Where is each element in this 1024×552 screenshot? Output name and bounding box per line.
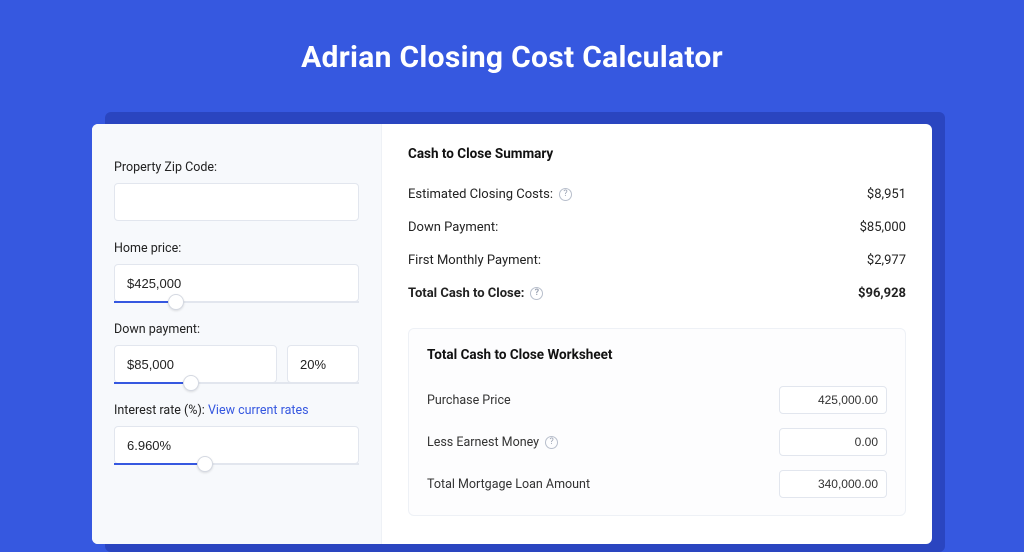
- down-payment-label: Down payment:: [114, 322, 359, 337]
- summary-row-value: $96,928: [858, 286, 906, 301]
- help-icon[interactable]: ?: [530, 287, 543, 300]
- summary-row-value: $8,951: [867, 187, 906, 202]
- zip-input[interactable]: [114, 183, 359, 221]
- worksheet-card: Total Cash to Close Worksheet Purchase P…: [408, 328, 906, 516]
- worksheet-row-input[interactable]: [779, 386, 887, 414]
- worksheet-row-label: Less Earnest Money?: [427, 435, 558, 450]
- summary-row: First Monthly Payment: $2,977: [408, 244, 906, 277]
- summary-row-label: First Monthly Payment:: [408, 253, 541, 268]
- slider-fill: [114, 301, 168, 303]
- slider-fill: [114, 382, 183, 384]
- worksheet-row-label-text: Total Mortgage Loan Amount: [427, 477, 590, 492]
- summary-row-label: Total Cash to Close:?: [408, 286, 543, 301]
- summary-row-label-text: Down Payment:: [408, 220, 498, 235]
- calculator-card: Property Zip Code: Home price: Down paym…: [92, 124, 932, 544]
- down-payment-pct-input[interactable]: [287, 345, 359, 383]
- view-rates-link[interactable]: View current rates: [208, 403, 309, 418]
- home-price-field: Home price:: [114, 241, 359, 302]
- worksheet-rows: Purchase Price Less Earnest Money? Total M…: [427, 379, 887, 505]
- zip-field: Property Zip Code:: [114, 160, 359, 221]
- worksheet-row: Total Mortgage Loan Amount: [427, 463, 887, 505]
- help-icon[interactable]: ?: [559, 188, 572, 201]
- down-payment-field: Down payment:: [114, 322, 359, 383]
- slider-thumb[interactable]: [168, 294, 184, 310]
- summary-row: Estimated Closing Costs:? $8,951: [408, 178, 906, 211]
- slider-fill: [114, 463, 197, 465]
- interest-rate-label-text: Interest rate (%):: [114, 403, 205, 418]
- worksheet-row-input[interactable]: [779, 470, 887, 498]
- worksheet-row: Less Earnest Money?: [427, 421, 887, 463]
- zip-label: Property Zip Code:: [114, 160, 359, 175]
- worksheet-title: Total Cash to Close Worksheet: [427, 347, 887, 363]
- summary-row-label-text: Estimated Closing Costs:: [408, 187, 553, 202]
- worksheet-row-label: Total Mortgage Loan Amount: [427, 477, 590, 492]
- page-title: Adrian Closing Cost Calculator: [0, 0, 1024, 105]
- summary-row-value: $85,000: [860, 220, 906, 235]
- home-price-input[interactable]: [114, 264, 359, 302]
- slider-thumb[interactable]: [197, 456, 213, 472]
- worksheet-row-label: Purchase Price: [427, 393, 511, 408]
- inputs-panel: Property Zip Code: Home price: Down paym…: [92, 124, 382, 544]
- worksheet-row-label-text: Less Earnest Money: [427, 435, 539, 450]
- interest-rate-field: Interest rate (%): View current rates: [114, 403, 359, 464]
- summary-row-label-text: Total Cash to Close:: [408, 286, 524, 301]
- slider-thumb[interactable]: [183, 375, 199, 391]
- summary-title: Cash to Close Summary: [408, 146, 906, 162]
- worksheet-row: Purchase Price: [427, 379, 887, 421]
- summary-rows: Estimated Closing Costs:? $8,951 Down Paym…: [408, 178, 906, 310]
- summary-row-value: $2,977: [867, 253, 906, 268]
- worksheet-row-label-text: Purchase Price: [427, 393, 511, 408]
- home-price-label: Home price:: [114, 241, 359, 256]
- summary-row-label-text: First Monthly Payment:: [408, 253, 541, 268]
- summary-row: Total Cash to Close:? $96,928: [408, 277, 906, 310]
- help-icon[interactable]: ?: [545, 436, 558, 449]
- summary-row: Down Payment: $85,000: [408, 211, 906, 244]
- summary-row-label: Down Payment:: [408, 220, 498, 235]
- results-panel: Cash to Close Summary Estimated Closing …: [382, 124, 932, 544]
- interest-rate-input[interactable]: [114, 426, 359, 464]
- summary-row-label: Estimated Closing Costs:?: [408, 187, 572, 202]
- worksheet-row-input[interactable]: [779, 428, 887, 456]
- interest-rate-label: Interest rate (%): View current rates: [114, 403, 359, 418]
